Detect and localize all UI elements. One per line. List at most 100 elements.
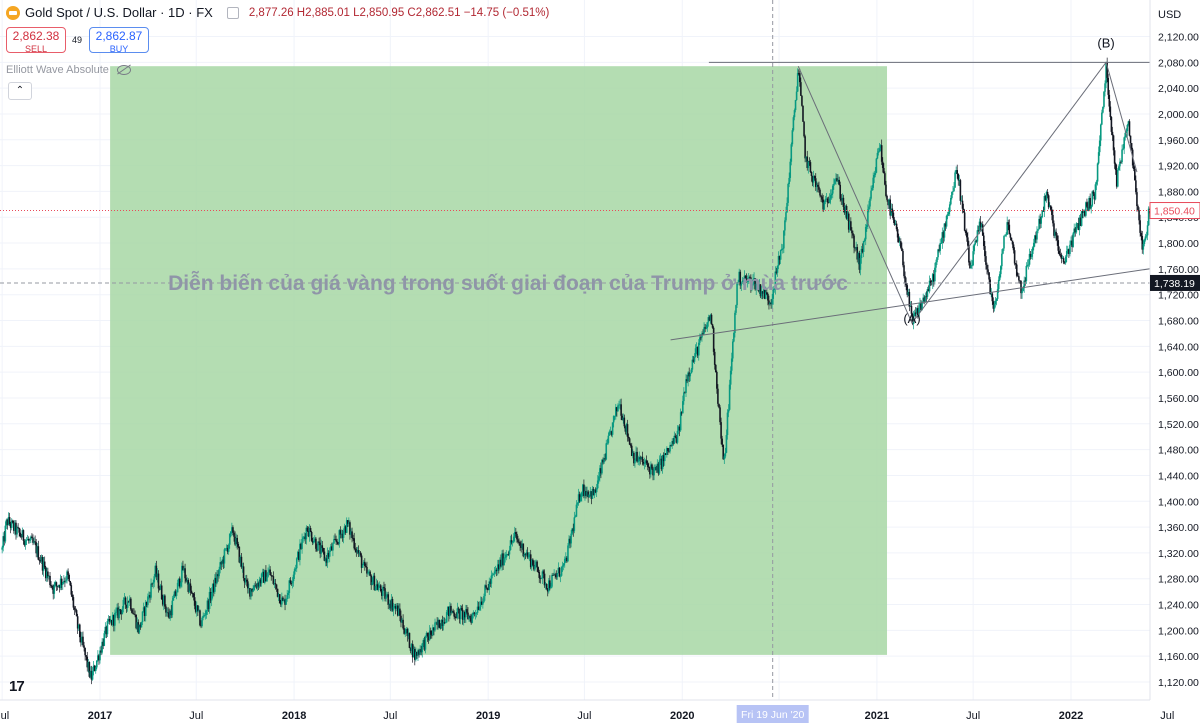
candle-body [152,582,154,584]
candle-body [544,583,547,586]
candle-body [290,583,293,584]
candle-body [901,247,903,251]
candle-body [182,565,184,571]
candle-body [279,603,282,605]
y-tick-label: 1,720.00 [1158,290,1199,302]
indicator-legend[interactable]: Elliott Wave Absolute [6,64,131,76]
candle-body [795,91,798,101]
candle-body [906,285,909,295]
candle-body [1023,280,1026,289]
candle-body [143,607,146,616]
candle-body [110,620,113,625]
candle-body [119,609,122,611]
candle-body [435,622,437,624]
candle-body [758,284,761,291]
candle-body [384,588,386,599]
candle-body [189,583,192,591]
candle-body [689,373,692,377]
candle-body [124,597,127,605]
candle-body [238,546,241,563]
candle-body [483,596,485,602]
candle-body [365,565,367,568]
candle-body [884,173,886,185]
collapse-legend-button[interactable]: ⌃ [8,82,32,100]
candle-body [1009,234,1012,238]
gold-symbol-icon [6,5,20,20]
candle-body [452,610,454,613]
candle-body [376,584,379,590]
candle-body [221,559,224,565]
candle-body [510,540,513,543]
candle-body [457,608,460,610]
candle-body [407,632,410,637]
candle-body [378,585,381,588]
candle-body [861,248,864,252]
candle-body [342,530,345,538]
candle-body [554,574,556,576]
candle-body [885,184,887,196]
candle-body [222,559,225,564]
buy-button[interactable]: 2,862.87 BUY [89,27,149,54]
market-status-icon[interactable] [226,6,239,19]
candle-body [27,539,30,541]
candle-body [951,191,953,198]
candle-body [1045,192,1048,201]
candle-body [935,262,937,268]
candle-body [1118,166,1120,170]
candle-body [1019,280,1021,282]
candle-body [396,605,399,616]
candle-body [372,575,375,583]
candle-body [961,200,964,209]
candle-body [232,527,234,533]
candle-body [909,305,912,307]
y-tick-label: 1,920.00 [1158,161,1199,173]
candle-body [548,580,550,592]
candle-body [59,578,62,589]
candle-body [799,73,801,83]
candle-body [479,601,482,607]
candle-body [595,488,598,493]
x-tick-label: 2022 [1059,710,1083,722]
candle-body [91,670,94,680]
candle-body [1027,264,1030,266]
candle-body [362,561,365,566]
candle-body [408,632,411,648]
candle-body [199,610,201,626]
candle-body [881,161,884,169]
candle-body [97,655,99,661]
candle-body [297,551,299,559]
candle-body [520,545,522,548]
candle-body [1052,214,1054,224]
candle-body [588,494,591,498]
candle-body [142,607,145,612]
candle-body [596,480,599,489]
hide-indicator-icon[interactable] [116,65,131,75]
candle-body [534,565,536,570]
candle-body [169,610,171,619]
candle-body [374,586,377,591]
candle-body [719,407,721,423]
candle-body [611,422,614,435]
candle-body [1044,195,1047,201]
candle-body [120,610,123,615]
candle-body [574,516,577,518]
candle-body [818,186,820,190]
candle-body [619,404,621,406]
candle-body [7,517,10,525]
candle-body [1108,94,1111,107]
candle-body [117,607,119,619]
candle-body [942,232,945,238]
candle-body [540,578,543,580]
candle-body [852,233,854,236]
candle-body [953,187,955,192]
candle-body [553,574,555,576]
candle-body [950,197,952,205]
sell-button[interactable]: 2,862.38 SELL [6,27,66,54]
candle-body [875,158,878,173]
candle-body [476,606,479,613]
candle-body [567,545,569,562]
symbol-title[interactable]: Gold Spot / U.S. Dollar · 1D · FX [25,5,213,20]
candle-body [607,435,610,443]
